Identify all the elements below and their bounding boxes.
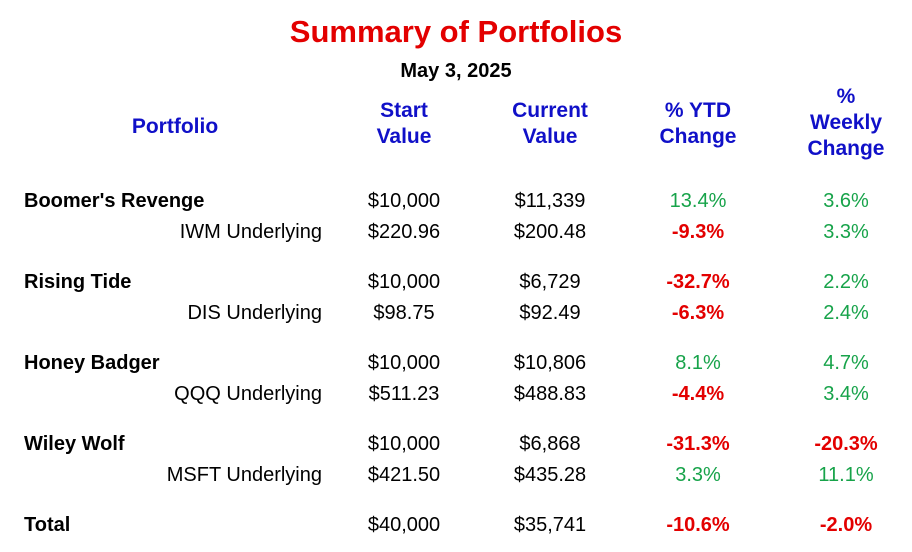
header-start-line1: Start [380,99,428,122]
weekly-change: 2.2% [823,271,869,293]
start-value: $98.75 [373,302,435,324]
ytd-change: -9.3% [671,221,725,243]
current-value: $92.49 [519,302,581,324]
start-value: $10,000 [367,352,441,374]
ytd-change: -31.3% [666,433,730,455]
start-value: $10,000 [367,271,441,293]
header-ytd-change: % YTD Change [638,98,758,150]
weekly-change: 11.1% [818,464,874,486]
ytd-change: -4.4% [671,383,725,405]
header-portfolio: Portfolio [120,114,230,140]
weekly-change: 3.3% [823,221,869,243]
header-ytd-line1: % YTD [664,99,732,122]
underlying-row: MSFT Underlying $421.50 $435.28 3.3% 11.1% [0,461,912,489]
underlying-row: DIS Underlying $98.75 $92.49 -6.3% 2.4% [0,299,912,327]
underlying-row: IWM Underlying $220.96 $200.48 -9.3% 3.3% [0,218,912,246]
underlying-name: IWM Underlying [179,221,322,243]
header-current-line2: Value [522,125,578,148]
start-value: $10,000 [367,433,441,455]
weekly-change: -2.0% [819,514,873,536]
current-value: $488.83 [513,383,587,405]
page-title: Summary of Portfolios [289,14,623,49]
header-current-line1: Current [512,99,588,122]
portfolio-row: Rising Tide $10,000 $6,729 -32.7% 2.2% [0,268,912,296]
portfolio-name: Total [24,514,71,536]
start-value: $40,000 [367,514,441,536]
ytd-change: 3.3% [675,464,721,486]
current-value: $6,868 [519,433,581,455]
ytd-change: -32.7% [666,271,730,293]
current-value: $6,729 [519,271,581,293]
current-value: $11,339 [514,190,586,212]
current-value: $35,741 [513,514,587,536]
start-value: $511.23 [368,383,440,405]
ytd-change: -6.3% [671,302,725,324]
ytd-change: -10.6% [666,514,730,536]
weekly-change: 3.6% [823,190,869,212]
portfolio-name: Honey Badger [24,352,160,374]
weekly-change: 4.7% [823,352,869,374]
weekly-change: -20.3% [814,433,878,455]
weekly-change: 3.4% [823,383,869,405]
header-weekly-line3: Change [807,137,885,160]
portfolio-row: Honey Badger $10,000 $10,806 8.1% 4.7% [0,349,912,377]
ytd-change: 8.1% [675,352,721,374]
underlying-name: QQQ Underlying [174,383,322,405]
start-value: $220.96 [367,221,441,243]
ytd-change: 13.4% [669,190,727,212]
portfolio-name: Wiley Wolf [24,433,125,455]
current-value: $200.48 [513,221,587,243]
start-value: $421.50 [367,464,441,486]
underlying-name: DIS Underlying [187,302,322,324]
start-value: $10,000 [367,190,441,212]
underlying-row: QQQ Underlying $511.23 $488.83 -4.4% 3.4% [0,380,912,408]
header-portfolio-label: Portfolio [131,115,219,138]
portfolio-name: Rising Tide [24,271,132,293]
header-weekly-change: % Weekly Change [786,84,906,162]
current-value: $10,806 [513,352,587,374]
header-weekly-line2: Weekly [810,111,882,134]
portfolio-name: Boomer's Revenge [24,190,205,212]
header-start-value: Start Value [344,98,464,150]
header-current-value: Current Value [490,98,610,150]
total-row: Total $40,000 $35,741 -10.6% -2.0% [0,511,912,539]
portfolio-row: Boomer's Revenge $10,000 $11,339 13.4% 3.6% [0,187,912,215]
current-value: $435.28 [513,464,587,486]
header-ytd-line2: Change [659,125,737,148]
header-weekly-line1: % [836,85,856,108]
portfolio-row: Wiley Wolf $10,000 $6,868 -31.3% -20.3% [0,430,912,458]
header-start-line2: Value [376,125,432,148]
underlying-name: MSFT Underlying [166,464,322,486]
weekly-change: 2.4% [823,302,869,324]
report-date: May 3, 2025 [400,60,512,82]
